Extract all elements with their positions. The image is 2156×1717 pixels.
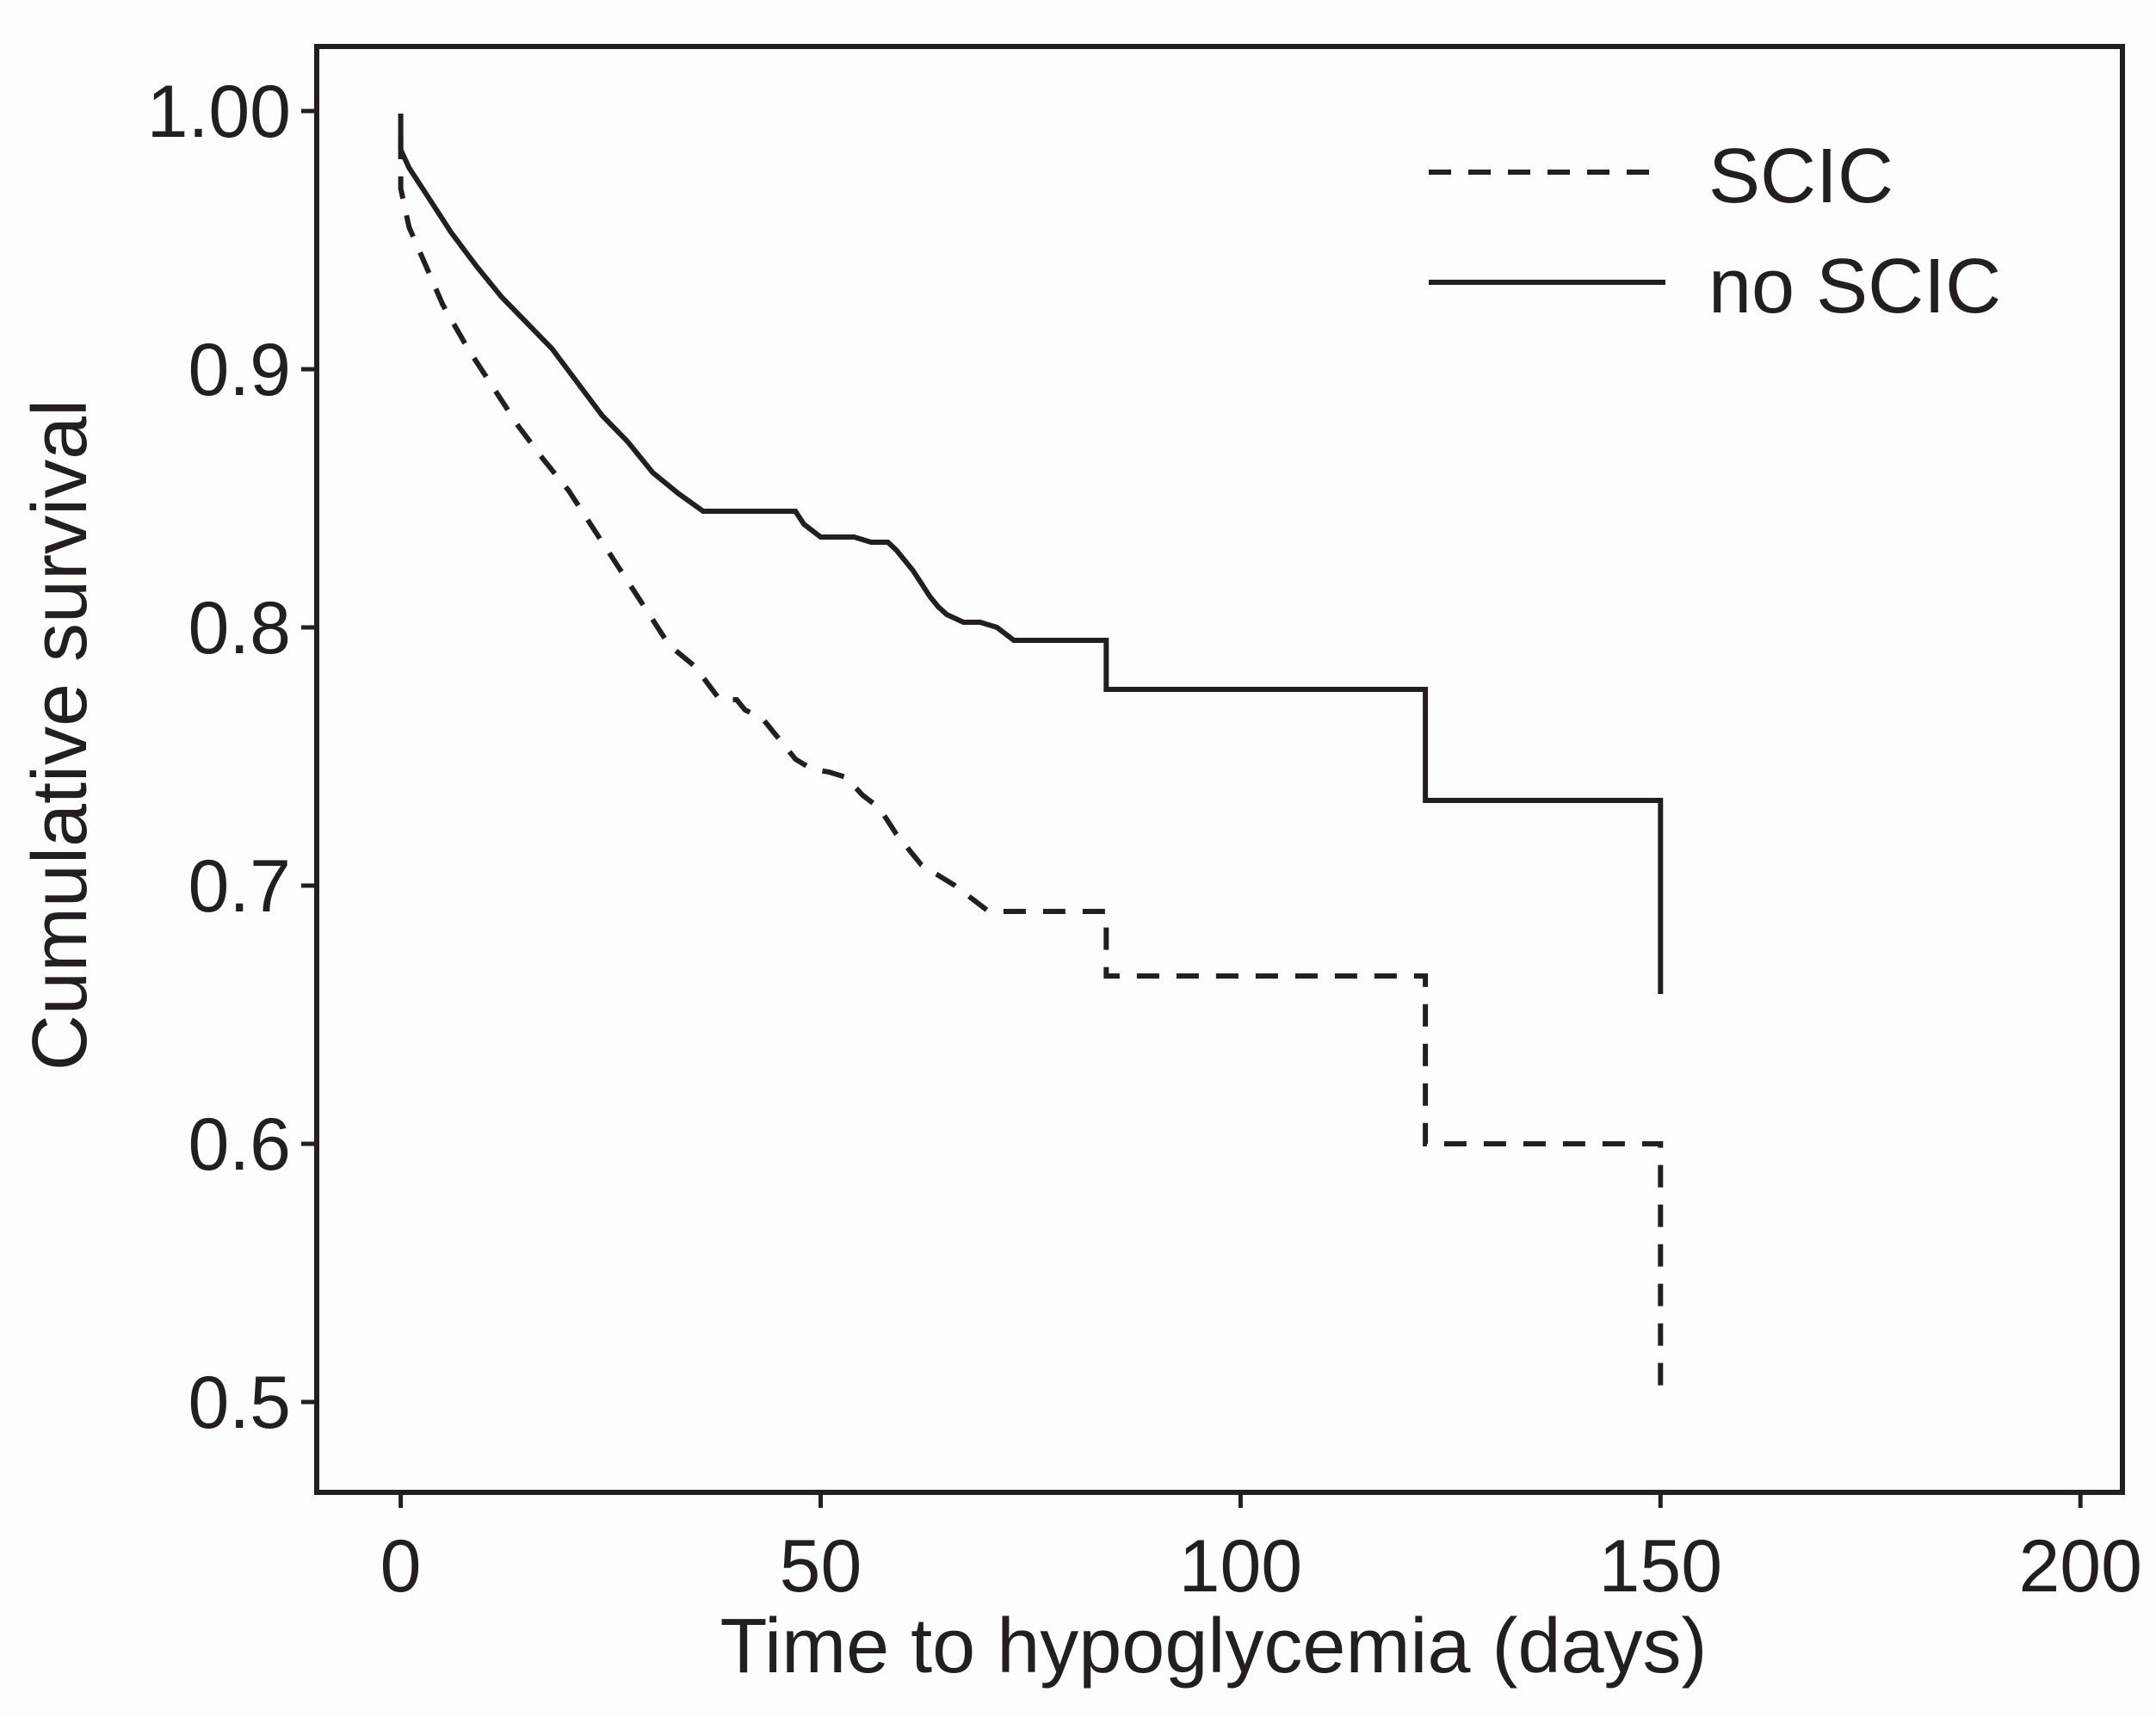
y-tick-label: 0.8 [188, 587, 291, 670]
y-tick-label: 0.6 [188, 1103, 291, 1186]
y-tick-label: 1.00 [147, 71, 291, 153]
series-line-no-scic [398, 114, 1664, 994]
x-tick-label: 0 [380, 1525, 422, 1608]
y-tick-label: 0.5 [188, 1362, 291, 1444]
legend: SCIC no SCIC [1429, 133, 2001, 330]
x-tick-label: 100 [1179, 1525, 1303, 1608]
legend-label-scic: SCIC [1708, 133, 1893, 219]
x-axis-title: Time to hypoglycemia (days) [720, 1603, 1707, 1689]
y-tick-label: 0.7 [188, 845, 291, 928]
y-axis-title: Cumulative survival [17, 399, 103, 1071]
y-tick-label: 0.9 [188, 329, 291, 411]
x-tick-label: 200 [2018, 1525, 2142, 1608]
series-layer [398, 114, 1664, 1402]
x-axis-ticks: 0 50 100 150 200 [380, 1492, 2142, 1608]
y-axis-ticks: 0.5 0.6 0.7 0.8 0.9 1.00 [147, 71, 317, 1444]
plot-frame [314, 44, 2125, 1495]
x-tick-label: 50 [780, 1525, 862, 1608]
legend-label-no-scic: no SCIC [1708, 244, 2001, 330]
series-line-scic [398, 137, 1664, 1402]
x-tick-label: 150 [1599, 1525, 1723, 1608]
